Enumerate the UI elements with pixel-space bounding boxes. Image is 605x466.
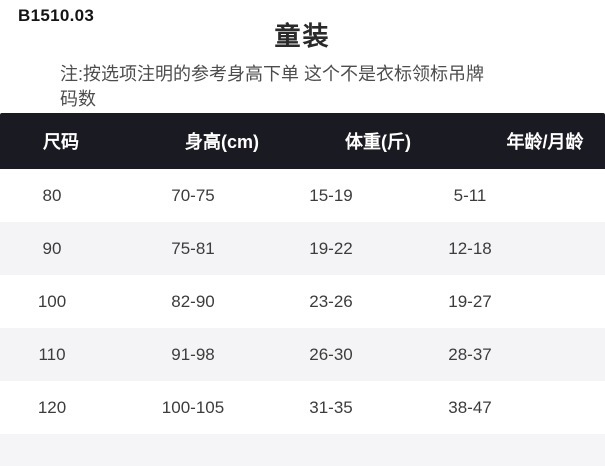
age-cell: 19-27 <box>448 291 492 311</box>
table-row-size-100: 100 82-90 23-26 19-27 <box>0 275 605 328</box>
size-cell: 120 <box>37 397 67 417</box>
table-row-size-80: 80 70-75 15-19 5-11 <box>0 169 605 222</box>
column-header-height: 身高(cm) <box>184 132 259 152</box>
size-cell: 100 <box>37 291 67 311</box>
height-cell: 100-105 <box>161 397 225 417</box>
size-table: 尺码 身高(cm) 体重(斤) 年龄/月龄 80 70-75 15-19 5-1… <box>0 113 605 466</box>
product-code: B1510.03 <box>18 6 95 25</box>
weight-cell: 31-35 <box>309 397 353 417</box>
weight-cell: 26-30 <box>309 344 353 364</box>
height-cell: 70-75 <box>171 185 215 205</box>
size-note-line-2: 码数 <box>60 89 96 109</box>
page-title: 童装 <box>274 21 331 51</box>
age-cell: 12-18 <box>448 238 492 258</box>
bottom-band <box>0 434 605 466</box>
header-section: B1510.03 童装 注:按选项注明的参考身高下单 这个不是衣标领标吊牌 码数 <box>0 0 605 113</box>
size-cell: 80 <box>42 185 62 205</box>
size-note: 注:按选项注明的参考身高下单 这个不是衣标领标吊牌 码数 <box>60 62 605 112</box>
height-cell: 91-98 <box>171 344 215 364</box>
column-header-size: 尺码 <box>43 132 79 152</box>
size-note-line-1: 注:按选项注明的参考身高下单 这个不是衣标领标吊牌 <box>60 64 484 84</box>
age-cell: 38-47 <box>448 397 492 417</box>
column-header-age: 年龄/月龄 <box>506 132 584 152</box>
height-cell: 82-90 <box>171 291 215 311</box>
height-cell: 75-81 <box>171 238 215 258</box>
weight-cell: 19-22 <box>309 238 353 258</box>
table-row-size-90: 90 75-81 19-22 12-18 <box>0 222 605 275</box>
weight-cell: 15-19 <box>309 185 353 205</box>
column-header-weight: 体重(斤) <box>345 132 411 152</box>
size-cell: 110 <box>38 344 66 364</box>
table-row-size-110: 110 91-98 26-30 28-37 <box>0 328 605 381</box>
size-table-header-row: 尺码 身高(cm) 体重(斤) 年龄/月龄 <box>0 113 605 169</box>
weight-cell: 23-26 <box>309 291 353 311</box>
age-cell: 5-11 <box>453 185 487 205</box>
table-row-size-120: 120 100-105 31-35 38-47 <box>0 381 605 434</box>
size-cell: 90 <box>42 238 62 258</box>
age-cell: 28-37 <box>448 344 492 364</box>
